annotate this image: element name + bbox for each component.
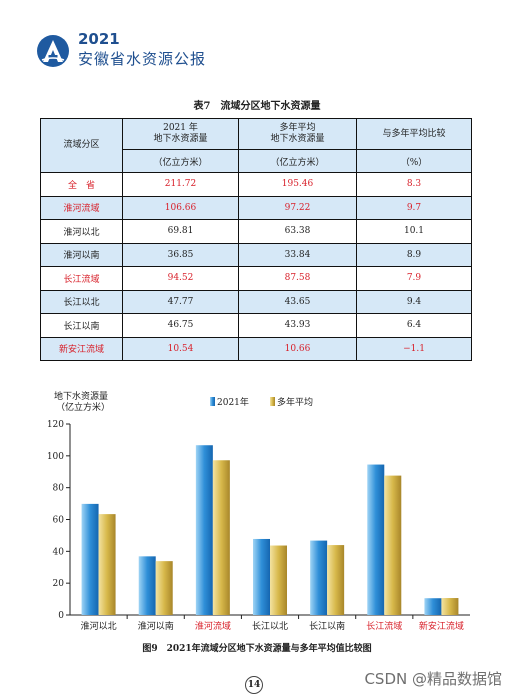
bar-average	[441, 598, 459, 615]
legend-swatch-average	[270, 397, 275, 406]
table-row: 淮河流域 106.66 97.22 9.7	[40, 195, 472, 220]
cell-name: 长江以南	[40, 313, 123, 338]
y-tick-label: 120	[47, 420, 64, 430]
x-tick-label: 淮河以南	[138, 620, 174, 632]
table-row: 新安江流域 10.54 10.66 −1.1	[40, 336, 472, 361]
y-tick-label: 20	[53, 579, 65, 589]
cell-avg: 63.38	[238, 219, 357, 244]
cell-v2021: 211.72	[122, 172, 239, 197]
cell-avg: 33.84	[238, 242, 357, 267]
table-row: 长江以北 47.77 43.65 9.4	[40, 289, 472, 314]
bar-average	[98, 514, 116, 615]
y-tick-label: 0	[58, 611, 64, 621]
x-tick-label: 长江流域	[366, 620, 402, 632]
x-tick-label: 淮河以北	[81, 620, 117, 632]
legend-label-2021: 2021年	[217, 396, 249, 408]
bar-2021	[138, 556, 156, 615]
header-title: 安徽省水资源公报	[78, 50, 207, 68]
x-tick-label: 长江以北	[252, 620, 288, 632]
bar-average	[155, 561, 173, 615]
cell-avg: 195.46	[238, 172, 357, 197]
cell-cmp: 8.9	[356, 242, 472, 267]
legend-swatch-2021	[210, 397, 215, 406]
table-row: 淮河以北 69.81 63.38 10.1	[40, 219, 472, 244]
y-tick-label: 100	[47, 452, 64, 462]
cell-name: 淮河以北	[40, 219, 123, 244]
cell-cmp: 8.3	[356, 172, 472, 197]
header-year: 2021	[78, 30, 120, 48]
page-number: 14	[245, 676, 263, 694]
cell-cmp: 9.7	[356, 195, 472, 220]
cell-cmp: 9.4	[356, 289, 472, 314]
header-comparison: 与多年平均比较	[356, 118, 472, 150]
cell-name: 淮河以南	[40, 242, 123, 267]
cell-avg: 43.93	[238, 313, 357, 338]
bar-2021	[310, 540, 328, 615]
y-axis-label: 地下水资源量	[54, 390, 108, 402]
bar-average	[384, 475, 402, 615]
x-tick-label: 长江以南	[309, 620, 345, 632]
unit-average: （亿立方米）	[238, 149, 357, 173]
y-tick-label: 80	[53, 484, 65, 494]
cell-avg: 97.22	[238, 195, 357, 220]
header-2021: 2021 年地下水资源量	[122, 118, 239, 150]
unit-2021: （亿立方米）	[122, 149, 239, 173]
cell-cmp: 10.1	[356, 219, 472, 244]
cell-avg: 10.66	[238, 336, 357, 361]
cell-name: 全 省	[40, 172, 123, 197]
bar-2021	[367, 464, 385, 615]
cell-cmp: 7.9	[356, 266, 472, 291]
groundwater-bar-chart: 地下水资源量（亿立方米） 2021年 多年平均 0 20 40 60 80 100 120 淮河以北…	[47, 390, 470, 632]
cell-v2021: 47.77	[122, 289, 239, 314]
table-row: 长江以南 46.75 43.93 6.4	[40, 313, 472, 338]
bar-average	[327, 545, 345, 615]
table-caption: 表7 流域分区地下水资源量	[193, 101, 321, 112]
cell-name: 长江以北	[40, 289, 123, 314]
cell-v2021: 46.75	[122, 313, 239, 338]
figure-caption: 图9 2021年流域分区地下水资源量与多年平均值比较图	[142, 644, 372, 654]
cell-v2021: 106.66	[122, 195, 239, 220]
watermark: CSDN @精品数据馆	[364, 670, 502, 688]
cell-cmp: −1.1	[356, 336, 472, 361]
table-row: 长江流域 94.52 87.58 7.9	[40, 266, 472, 291]
cell-v2021: 69.81	[122, 219, 239, 244]
y-tick-label: 40	[53, 547, 65, 557]
cell-avg: 87.58	[238, 266, 357, 291]
bar-2021	[195, 445, 213, 615]
cell-v2021: 94.52	[122, 266, 239, 291]
groundwater-table: 流域分区 2021 年地下水资源量 多年平均 地下水资源量 与多年平均比较 （亿立…	[40, 118, 472, 361]
bar-average	[270, 545, 287, 615]
x-tick-label: 淮河流域	[195, 620, 231, 632]
x-tick-label: 新安江流域	[419, 620, 464, 632]
bar-average	[212, 460, 230, 615]
table-row: 淮河以南 36.85 33.84 8.9	[40, 242, 472, 267]
cell-cmp: 6.4	[356, 313, 472, 338]
bar-2021	[81, 503, 99, 615]
cell-name: 新安江流域	[40, 336, 123, 361]
header-basin: 流域分区	[40, 118, 123, 173]
y-tick-label: 60	[53, 516, 65, 526]
unit-comparison: （%）	[356, 149, 472, 173]
legend-label-average: 多年平均	[277, 396, 313, 408]
cell-v2021: 36.85	[122, 242, 239, 267]
y-axis-unit: （亿立方米）	[56, 401, 110, 413]
cell-name: 淮河流域	[40, 195, 123, 220]
header-average: 多年平均 地下水资源量	[238, 118, 357, 150]
bulletin-logo-icon	[37, 35, 69, 67]
table-row: 全 省 211.72 195.46 8.3	[40, 172, 472, 197]
bar-2021	[253, 538, 270, 615]
cell-name: 长江流域	[40, 266, 123, 291]
bar-2021	[424, 598, 442, 615]
cell-avg: 43.65	[238, 289, 357, 314]
cell-v2021: 10.54	[122, 336, 239, 361]
